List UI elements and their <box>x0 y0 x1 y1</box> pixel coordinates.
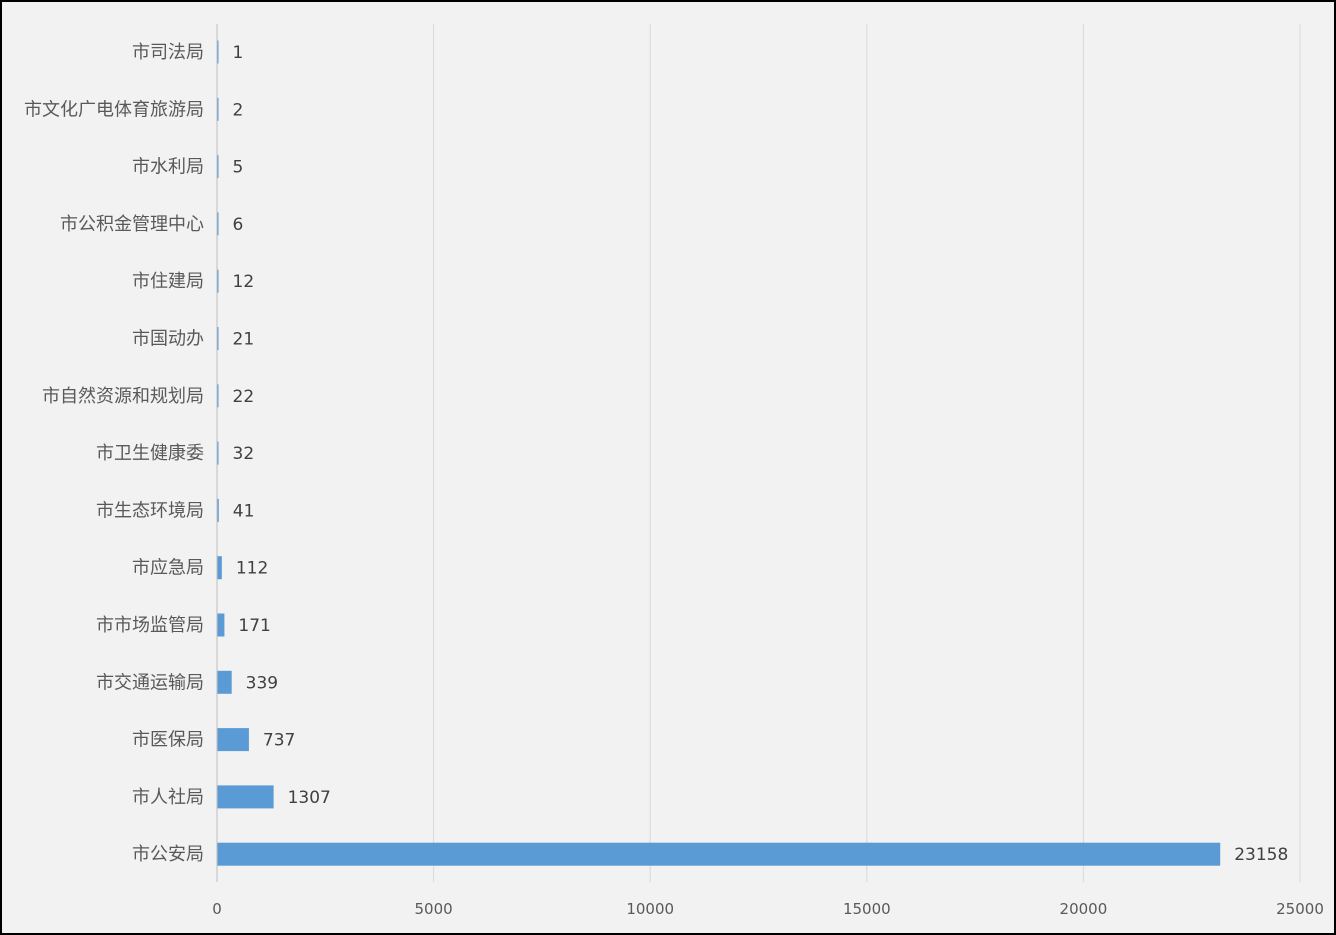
labels: 0 5000 10000 15000 20000 25000 市司法局 1 市文化广电体育旅游局… <box>24 42 1324 918</box>
category-label: 市住建局 <box>132 271 204 292</box>
data-label: 1307 <box>288 788 331 808</box>
x-tick-label: 20000 <box>1060 900 1108 918</box>
data-label: 22 <box>233 387 255 407</box>
data-label: 171 <box>238 616 270 636</box>
bar <box>217 155 219 179</box>
category-label: 市司法局 <box>132 42 204 63</box>
bar <box>217 441 219 465</box>
category-label: 市生态环境局 <box>96 500 204 521</box>
category-label: 市公积金管理中心 <box>60 214 204 235</box>
data-label: 1 <box>233 43 244 63</box>
data-label: 2 <box>233 100 244 120</box>
bar <box>217 269 219 293</box>
bar <box>217 842 1221 866</box>
x-tick-label: 15000 <box>843 900 891 918</box>
bar <box>217 40 219 64</box>
category-label: 市卫生健康委 <box>96 443 204 464</box>
data-label: 5 <box>233 158 244 178</box>
bar <box>217 327 219 350</box>
category-label: 市文化广电体育旅游局 <box>24 99 204 120</box>
data-label: 339 <box>246 673 278 693</box>
bar <box>217 556 222 580</box>
x-tick-label: 5000 <box>415 900 453 918</box>
bar <box>217 212 219 236</box>
category-label: 市公安局 <box>132 844 204 865</box>
category-label: 市水利局 <box>132 157 204 178</box>
bar <box>217 384 219 408</box>
bars <box>217 40 1221 866</box>
bar <box>217 97 219 121</box>
category-label: 市自然资源和规划局 <box>42 386 204 407</box>
bar <box>217 613 225 637</box>
data-label: 6 <box>233 215 244 235</box>
category-label: 市人社局 <box>132 787 204 808</box>
gridlines <box>433 24 1301 882</box>
bar <box>217 785 274 809</box>
bar <box>217 728 249 752</box>
category-label: 市交通运输局 <box>96 672 204 693</box>
data-label: 12 <box>233 272 255 292</box>
category-label: 市国动办 <box>132 329 204 350</box>
x-tick-label: 0 <box>212 900 222 918</box>
x-tick-label: 10000 <box>626 900 674 918</box>
x-tick-label: 25000 <box>1276 900 1324 918</box>
category-label: 市市场监管局 <box>96 615 204 636</box>
category-label: 市医保局 <box>132 730 204 751</box>
data-label: 21 <box>233 330 255 350</box>
data-label: 112 <box>236 559 268 579</box>
data-label: 41 <box>233 501 255 521</box>
bar <box>217 670 232 694</box>
bar <box>217 498 219 522</box>
data-label: 32 <box>233 444 255 464</box>
category-label: 市应急局 <box>132 558 204 579</box>
data-label: 737 <box>263 731 295 751</box>
data-label: 23158 <box>1234 845 1288 865</box>
